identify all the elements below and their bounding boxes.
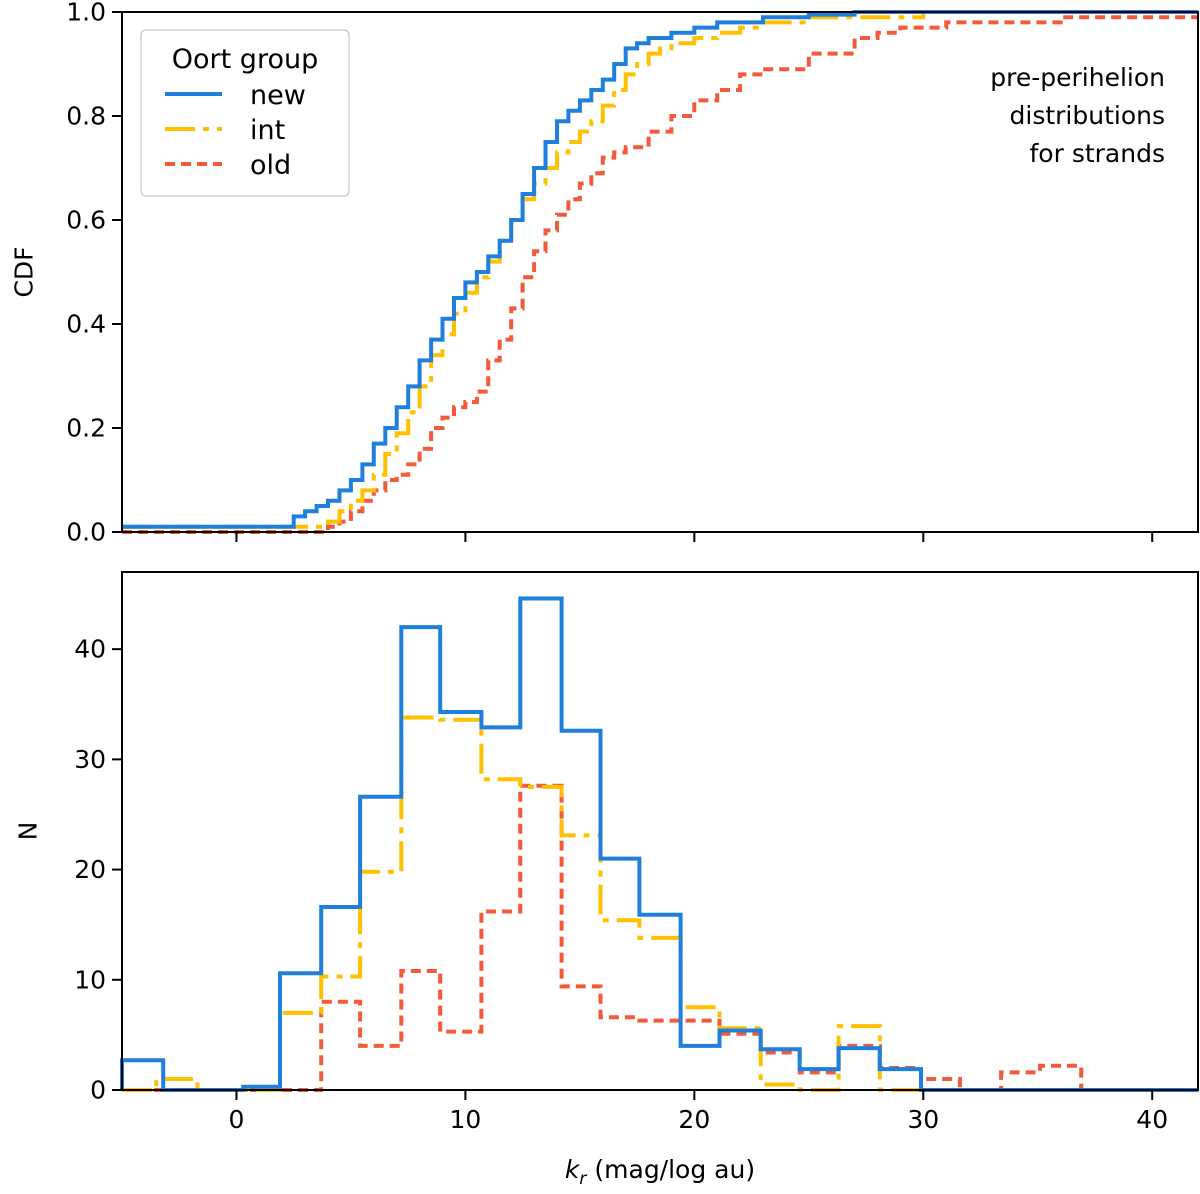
- histogram-x-tick-label: 0: [229, 1105, 245, 1134]
- cdf-y-axis-label: CDF: [10, 246, 39, 297]
- histogram-x-axis-label: kr (mag/log au): [565, 1155, 755, 1189]
- histogram-x-ticks: 0 10 20 30 40: [229, 1090, 1168, 1134]
- histogram-x-tick-label: 40: [1136, 1105, 1168, 1134]
- histogram-x-tick-label: 30: [907, 1105, 939, 1134]
- legend-label-old: old: [250, 150, 291, 181]
- annotation-line-3: for strands: [1030, 139, 1166, 168]
- x-label-subscript: r: [579, 1169, 587, 1189]
- x-label-units: (mag/log au): [594, 1155, 755, 1184]
- cdf-y-tick-label: 0.6: [66, 206, 106, 235]
- histogram-y-axis-label: N: [14, 822, 43, 841]
- cdf-panel: 0.0 0.2 0.4 0.6 0.8 1.0 CDF Oort group new in…: [10, 0, 1199, 547]
- cdf-y-tick-label: 0.8: [66, 102, 106, 131]
- histogram-y-tick-label: 10: [74, 965, 106, 994]
- cdf-y-tick-label: 0.2: [66, 414, 106, 443]
- legend-frame: [140, 29, 350, 197]
- cdf-y-tick-label: 0.4: [66, 310, 106, 339]
- histogram-step-new: [120, 596, 1198, 1092]
- histogram-panel: 0 10 20 30 40 0 10 20 30 40 N kr (mag/log au): [14, 571, 1199, 1189]
- histogram-series-group: [120, 596, 1198, 1092]
- cdf-axes-frame: [121, 11, 1199, 533]
- histogram-y-tick-label: 20: [74, 855, 106, 884]
- annotation-line-2: distributions: [1010, 101, 1166, 130]
- cdf-y-tick-label: 0.0: [66, 518, 106, 547]
- cdf-series-group: [122, 10, 1198, 534]
- cdf-y-tick-label: 1.0: [66, 0, 106, 27]
- histogram-y-tick-label: 0: [90, 1076, 106, 1105]
- legend-label-int: int: [250, 115, 285, 146]
- legend: Oort group new int old: [140, 29, 350, 197]
- cdf-line-old: [122, 15, 1198, 534]
- histogram-x-tick-label: 20: [678, 1105, 710, 1134]
- cdf-line-new: [122, 10, 1198, 529]
- histogram-x-tick-label: 10: [449, 1105, 481, 1134]
- cdf-x-ticks: [235, 532, 1154, 542]
- histogram-y-tick-label: 40: [74, 635, 106, 664]
- annotation-line-1: pre-perihelion: [990, 63, 1165, 92]
- x-label-symbol: k: [565, 1155, 581, 1184]
- histogram-y-tick-label: 30: [74, 745, 106, 774]
- histogram-y-ticks: 0 10 20 30 40: [74, 635, 122, 1105]
- cdf-line-int: [122, 10, 1198, 529]
- histogram-axes-frame: [121, 571, 1199, 1091]
- legend-label-new: new: [250, 80, 306, 111]
- cdf-y-ticks: 0.0 0.2 0.4 0.6 0.8 1.0: [66, 0, 122, 547]
- annotation: pre-perihelion distributions for strands: [990, 63, 1165, 168]
- histogram-step-int: [122, 715, 1198, 1092]
- legend-title: Oort group: [172, 44, 318, 75]
- histogram-step-old: [122, 783, 1198, 1092]
